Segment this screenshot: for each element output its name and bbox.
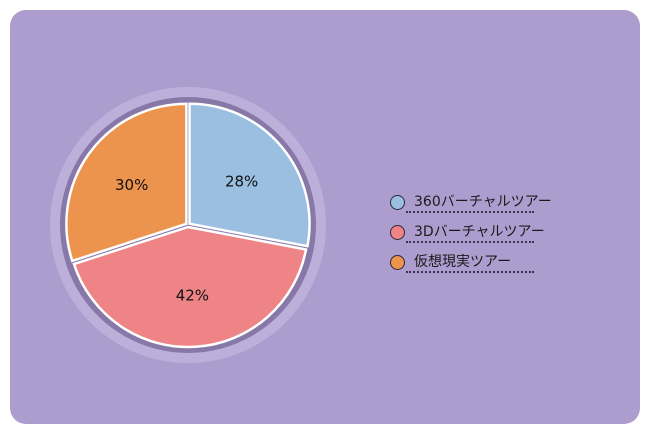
pie-slice: [188, 102, 311, 248]
legend-item: 360バーチャルツアー: [390, 190, 552, 220]
legend-swatch: [390, 255, 405, 270]
dotted-underline: [406, 271, 534, 273]
legend-label: 360バーチャルツアー: [414, 194, 552, 210]
legend-label: 3Dバーチャルツアー: [414, 224, 545, 240]
slice-label: 28%: [225, 173, 258, 191]
dotted-underline: [406, 211, 534, 213]
legend-item: 3Dバーチャルツアー: [390, 220, 545, 250]
legend-label: 仮想現実ツアー: [414, 254, 512, 270]
pie-slice: [65, 102, 188, 263]
dotted-underline: [406, 241, 534, 243]
legend-swatch: [390, 225, 405, 240]
legend-swatch: [390, 195, 405, 210]
slice-label: 42%: [176, 286, 209, 304]
pie-slice: [72, 225, 308, 349]
legend: 360バーチャルツアー 3Dバーチャルツアー 仮想現実ツアー: [390, 190, 552, 280]
legend-item: 仮想現実ツアー: [390, 250, 540, 280]
slice-label: 30%: [115, 176, 148, 194]
